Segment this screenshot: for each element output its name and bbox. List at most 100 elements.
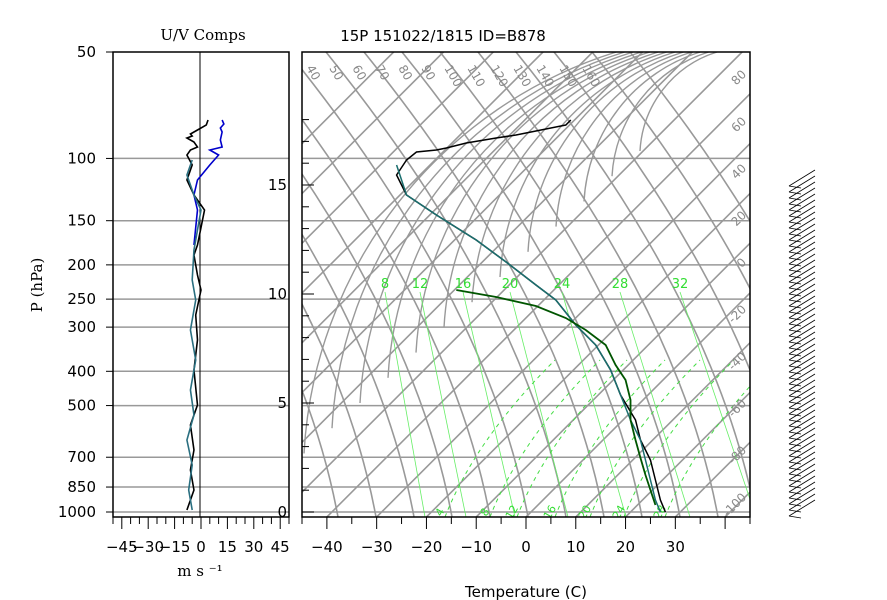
mixing-ratio-label: 28 bbox=[612, 277, 629, 292]
wind-barb bbox=[788, 373, 816, 391]
wind-barb bbox=[788, 463, 816, 481]
pressure-tick-label: 300 bbox=[67, 318, 96, 336]
wind-barb-flag bbox=[788, 281, 802, 285]
isotherm bbox=[624, 391, 750, 517]
mixing-ratio-line bbox=[384, 291, 426, 517]
mixing-ratio-label: 24 bbox=[554, 277, 571, 292]
isotherm bbox=[575, 341, 750, 517]
mixing-ratio-line bbox=[619, 291, 691, 517]
wind-barb-flag bbox=[788, 257, 802, 261]
wind-tick-label: −45 bbox=[106, 538, 138, 556]
wind-barb-flag bbox=[788, 371, 802, 375]
wind-barb bbox=[788, 337, 816, 355]
saturated-adiabat bbox=[664, 385, 750, 517]
dry-adiabat bbox=[302, 232, 415, 517]
moist-adiabat-upper bbox=[527, 52, 684, 252]
wind-barb bbox=[788, 361, 816, 379]
dry-adiabat bbox=[302, 302, 377, 517]
wind-barb bbox=[788, 319, 816, 337]
wind-barb-flag bbox=[788, 347, 802, 351]
wind-barb bbox=[788, 223, 816, 241]
pressure-tick-label: 1000 bbox=[58, 503, 96, 521]
wind-barb bbox=[788, 451, 816, 469]
uv-panel: U/V Comps 501001502002503004005007008501… bbox=[28, 26, 290, 580]
mixing-ratio-label: 32 bbox=[672, 277, 689, 292]
isotherm bbox=[302, 52, 594, 344]
wind-barb bbox=[788, 385, 816, 403]
wind-barb bbox=[788, 349, 816, 367]
wind-barb bbox=[788, 295, 816, 313]
saturated-adiabat-label: 20 bbox=[576, 503, 594, 522]
saturated-adiabat bbox=[554, 359, 666, 517]
wind-barb-flag bbox=[788, 401, 802, 405]
adiabat-label: 0 bbox=[734, 255, 749, 270]
wind-barb bbox=[788, 199, 816, 217]
wind-barb bbox=[788, 259, 816, 277]
isotherm bbox=[475, 242, 750, 517]
temperature-tick-label: −40 bbox=[311, 538, 343, 556]
height-tick-label: 0 bbox=[277, 503, 287, 521]
mixing-ratio-line bbox=[509, 291, 569, 517]
wind-barb-flag bbox=[788, 191, 802, 195]
wind-barb-flag bbox=[788, 395, 802, 399]
wind-units-label: m s ⁻¹ bbox=[177, 562, 222, 580]
isotherm-label: 90 bbox=[418, 63, 438, 83]
wind-tick-label: 45 bbox=[271, 538, 290, 556]
pressure-tick-label: 50 bbox=[77, 43, 96, 61]
wind-barb bbox=[788, 217, 816, 235]
temperature-tick-label: 10 bbox=[566, 538, 585, 556]
wind-barb bbox=[788, 379, 816, 397]
wind-barb-flag bbox=[788, 221, 802, 225]
wind-barb-flag bbox=[788, 455, 802, 459]
wind-barb-flag bbox=[788, 443, 802, 447]
wind-barb-flag bbox=[788, 293, 802, 297]
height-tick-label: 10 bbox=[268, 285, 287, 303]
wind-barb bbox=[788, 367, 816, 385]
wind-barb-flag bbox=[788, 299, 802, 303]
wind-barb bbox=[788, 403, 816, 421]
adiabat-label: 80 bbox=[728, 67, 749, 88]
wind-barb bbox=[788, 271, 816, 289]
wind-barb bbox=[788, 277, 816, 295]
temperature-tick-label: 20 bbox=[616, 538, 635, 556]
adiabat-label: 60 bbox=[728, 114, 749, 135]
pressure-tick-label: 200 bbox=[67, 256, 96, 274]
saturated-adiabat bbox=[444, 359, 556, 517]
pressure-tick-label: 400 bbox=[67, 362, 96, 380]
wind-barb-flag bbox=[788, 449, 802, 453]
isotherm-label: 130 bbox=[510, 63, 534, 90]
isotherm bbox=[425, 192, 750, 517]
moist-adiabat-upper bbox=[387, 52, 642, 378]
wind-barb-flag bbox=[788, 305, 802, 309]
mixing-ratio-line bbox=[419, 291, 467, 517]
mixing-ratio-label: 20 bbox=[502, 277, 519, 292]
isotherm bbox=[674, 441, 750, 517]
wind-barb bbox=[788, 175, 816, 193]
wind-barb bbox=[788, 265, 816, 283]
dry-adiabat bbox=[553, 52, 750, 373]
pressure-tick-label: 700 bbox=[67, 448, 96, 466]
wind-barb-flag bbox=[788, 407, 802, 411]
dry-adiabat bbox=[302, 172, 453, 517]
wind-barb-flag bbox=[788, 365, 802, 369]
wind-barb bbox=[788, 391, 816, 409]
uv-title: U/V Comps bbox=[160, 26, 245, 44]
dry-adiabat bbox=[302, 388, 339, 517]
wind-barb bbox=[788, 229, 816, 247]
isotherm bbox=[302, 52, 395, 145]
isotherm-label: 70 bbox=[372, 63, 392, 83]
sounding-series-line bbox=[456, 289, 657, 506]
isotherm-label: 100 bbox=[441, 63, 465, 90]
wind-barb-flag bbox=[788, 503, 802, 507]
saturated-adiabat bbox=[623, 359, 735, 517]
isotherm bbox=[376, 142, 750, 517]
moist-adiabat-upper bbox=[443, 52, 659, 328]
saturated-adiabat-label: 16 bbox=[541, 503, 559, 522]
wind-barb-flag bbox=[788, 491, 802, 495]
adiabat-label: 40 bbox=[728, 161, 749, 182]
wind-barb bbox=[788, 187, 816, 205]
isotherm bbox=[302, 52, 544, 295]
dry-adiabat bbox=[60, 52, 300, 517]
wind-barb bbox=[788, 235, 816, 253]
isotherm-label: 80 bbox=[395, 63, 415, 83]
